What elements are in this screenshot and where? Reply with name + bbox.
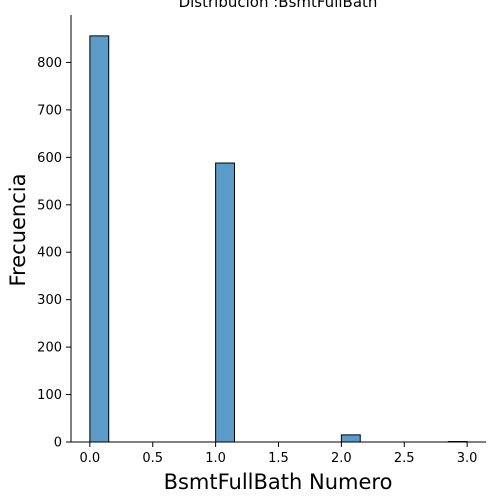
x-tick-label-6: 3.0: [457, 451, 478, 466]
chart-title: Distribución :BsmtFullBath: [179, 0, 378, 11]
x-ticks-group: 0.0 0.5 1.0 1.5 2.0 2.5 3.0: [80, 442, 478, 466]
y-tick-label-1: 100: [37, 388, 62, 403]
x-tick-label-3: 1.5: [268, 451, 289, 466]
histogram-bar-1: [215, 162, 235, 443]
y-tick-label-0: 0: [54, 436, 62, 451]
y-tick-label-8: 800: [37, 56, 62, 71]
x-tick-label-4: 2.0: [331, 451, 352, 466]
y-tick-label-6: 600: [37, 151, 62, 166]
y-axis-title: Frecuencia: [6, 174, 30, 287]
x-axis-title: BsmtFullBath Numero: [164, 470, 393, 494]
y-tick-label-5: 500: [37, 198, 62, 213]
bars-group: [89, 35, 468, 443]
x-tick-label-1: 0.5: [142, 451, 163, 466]
y-tick-label-3: 300: [37, 293, 62, 308]
x-tick-label-2: 1.0: [205, 451, 226, 466]
y-tick-label-2: 200: [37, 341, 62, 356]
y-tick-label-4: 400: [37, 246, 62, 261]
histogram-bar-2: [340, 434, 361, 443]
x-tick-label-5: 2.5: [394, 451, 415, 466]
histogram-bar-0: [89, 35, 110, 443]
y-tick-label-7: 700: [37, 103, 62, 118]
y-ticks-group: 0 100 200 300 400 500 600 700 800: [37, 56, 71, 451]
x-tick-label-0: 0.0: [80, 451, 101, 466]
